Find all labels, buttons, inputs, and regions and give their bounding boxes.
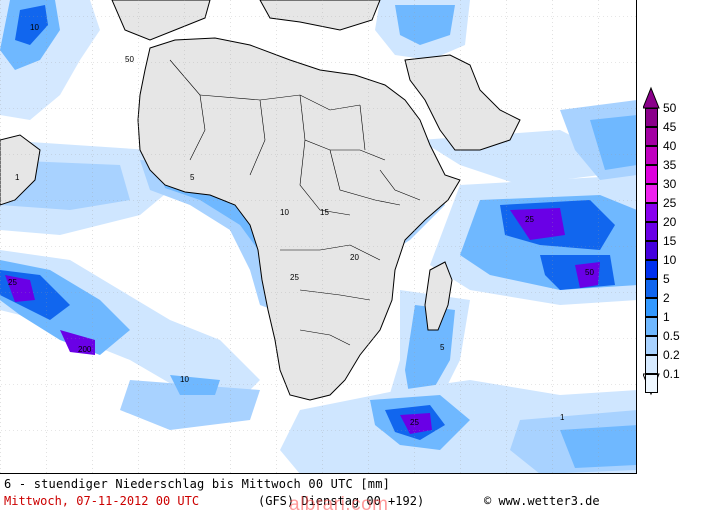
legend-label: 0.1	[663, 367, 680, 381]
contour-value-label: 25	[410, 418, 419, 427]
legend-label: 1	[663, 310, 670, 324]
contour-value-label: 50	[125, 55, 134, 64]
legend-swatch	[645, 241, 658, 260]
legend-swatch	[645, 336, 658, 355]
contour-value-label: 10	[30, 23, 39, 32]
legend-swatch	[645, 127, 658, 146]
legend-swatch	[645, 222, 658, 241]
valid-date: Mittwoch, 07-11-2012 00 UTC	[4, 494, 200, 508]
legend-swatch	[645, 374, 658, 393]
legend-top-arrow	[643, 86, 660, 109]
legend-label: 50	[663, 101, 677, 115]
graticule	[0, 0, 636, 473]
legend-swatch	[645, 146, 658, 165]
contour-value-label: 50	[585, 268, 594, 277]
legend-swatch	[645, 355, 658, 374]
precipitation-legend: 50 45 40 35 30 25 20 15 10 5 2 1 0.5 0.2 0.1	[643, 86, 704, 396]
legend-label: 35	[663, 158, 677, 172]
contour-value-label: 15	[320, 208, 329, 217]
contour-value-label: 25	[525, 215, 534, 224]
legend-label: 2	[663, 291, 670, 305]
credit-text: © www.wetter3.de	[484, 494, 600, 508]
legend-label: 40	[663, 139, 677, 153]
map-canvas: 10 50 1 5 10 15 25 20 25 200 25 50 25 1 …	[0, 0, 636, 473]
legend-label: 0.2	[663, 348, 680, 362]
contour-value-label: 200	[78, 345, 92, 354]
legend-swatch	[645, 165, 658, 184]
legend-swatch	[645, 279, 658, 298]
legend-label: 25	[663, 196, 677, 210]
legend-swatch	[645, 260, 658, 279]
legend-swatch	[645, 203, 658, 222]
contour-value-label: 5	[190, 173, 195, 182]
contour-value-label: 25	[8, 278, 17, 287]
legend-label: 15	[663, 234, 677, 248]
contour-value-label: 25	[290, 273, 299, 282]
contour-value-label: 1	[15, 173, 20, 182]
legend-label: 20	[663, 215, 677, 229]
model-run: (GFS) Dienstag 00 +192)	[258, 494, 425, 508]
legend-swatch	[645, 298, 658, 317]
contour-value-label: 1	[560, 413, 565, 422]
legend-label: 5	[663, 272, 670, 286]
map-title: 6 - stuendiger Niederschlag bis Mittwoch…	[4, 477, 391, 491]
map-footer: 6 - stuendiger Niederschlag bis Mittwoch…	[0, 474, 637, 513]
contour-value-label: 10	[180, 375, 189, 384]
legend-swatch	[645, 108, 658, 127]
legend-label: 30	[663, 177, 677, 191]
legend-label: 45	[663, 120, 677, 134]
contour-value-label: 5	[440, 343, 445, 352]
precipitation-map: 10 50 1 5 10 15 25 20 25 200 25 50 25 1 …	[0, 0, 637, 474]
contour-value-label: 10	[280, 208, 289, 217]
legend-label: 0.5	[663, 329, 680, 343]
contour-value-label: 20	[350, 253, 359, 262]
legend-swatch	[645, 184, 658, 203]
watermark-text: albrari.com	[289, 494, 389, 515]
legend-swatch	[645, 317, 658, 336]
legend-label: 10	[663, 253, 677, 267]
contour-labels: 10 50 1 5 10 15 25 20 25 200 25 50 25 1 …	[8, 23, 594, 427]
